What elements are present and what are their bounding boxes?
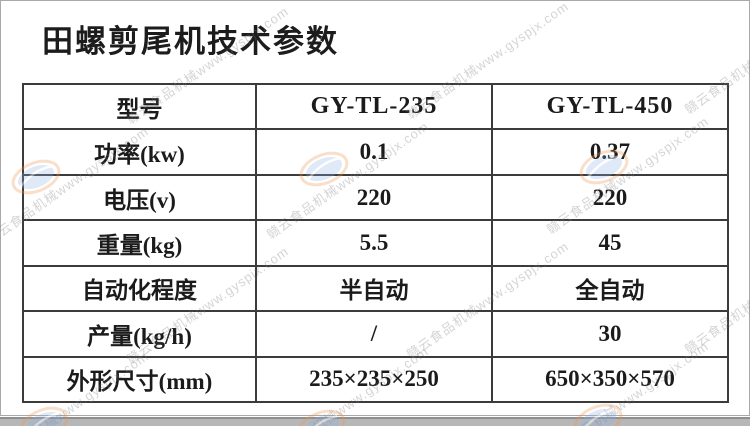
spec-cell: / (255, 310, 493, 358)
table-row-dimensions: 外形尺寸(mm) 235×235×250 650×350×570 (22, 355, 729, 404)
spec-cell: 220 (491, 173, 729, 222)
table-row-voltage: 电压(v) 220 220 (22, 173, 729, 222)
spec-cell: 235×235×250 (255, 355, 493, 404)
spec-cell: 全自动 (491, 264, 729, 313)
row-label: 自动化程度 (22, 264, 257, 313)
row-label: 电压(v) (22, 173, 257, 222)
table-row-power: 功率(kw) 0.1 0.37 (22, 128, 729, 176)
spec-cell: 5.5 (255, 219, 493, 267)
spec-cell: 30 (491, 310, 729, 358)
row-label: 重量(kg) (22, 219, 257, 267)
spec-cell: 半自动 (255, 264, 493, 313)
row-label: 产量(kg/h) (22, 310, 257, 358)
table-row-output: 产量(kg/h) / 30 (22, 310, 729, 358)
table-header-row: 型号 GY-TL-235 GY-TL-450 (22, 82, 729, 131)
column-header-model: 型号 (22, 82, 257, 131)
spec-table: 型号 GY-TL-235 GY-TL-450 功率(kw) 0.1 0.37 电… (22, 82, 729, 404)
page-title: 田螺剪尾机技术参数 (42, 24, 339, 59)
column-header-gy-tl-235: GY-TL-235 (255, 82, 493, 131)
spec-cell: 45 (491, 219, 729, 267)
row-label: 外形尺寸(mm) (22, 355, 257, 404)
table-row-weight: 重量(kg) 5.5 45 (22, 219, 729, 267)
spec-cell: 0.1 (255, 128, 493, 176)
spec-cell: 220 (255, 173, 493, 222)
table-row-automation: 自动化程度 半自动 全自动 (22, 264, 729, 313)
column-header-gy-tl-450: GY-TL-450 (491, 82, 729, 131)
spec-cell: 0.37 (491, 128, 729, 176)
bottom-gray-bar (0, 417, 750, 426)
row-label: 功率(kw) (22, 128, 257, 176)
spec-cell: 650×350×570 (491, 355, 729, 404)
